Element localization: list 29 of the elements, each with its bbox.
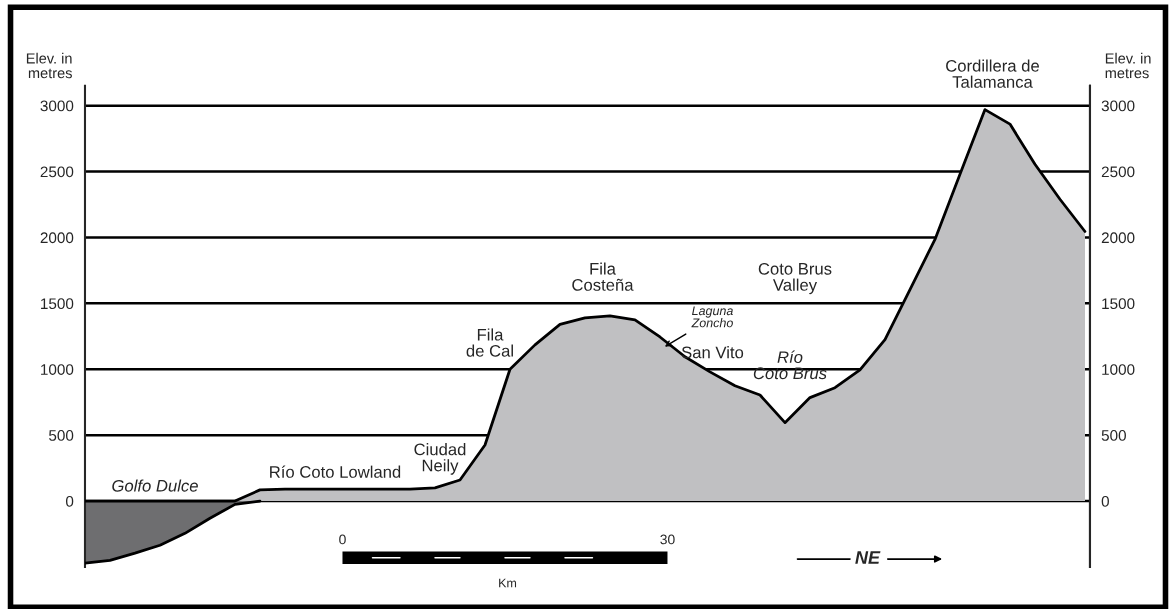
annotation: Río Coto Lowland: [270, 465, 401, 478]
y2-tick-label: 2500: [1101, 166, 1135, 178]
text: Km: [499, 578, 517, 588]
annotation: Coto Brus Valley: [758, 262, 832, 295]
y-tick-label: 2500: [40, 166, 74, 178]
annotation: 0: [339, 534, 346, 545]
annotation: Laguna Zoncho: [691, 306, 733, 328]
y2-tick-label: 1000: [1102, 364, 1135, 375]
annotation: Fila de Cal: [466, 328, 513, 357]
y2-tick-label: 0: [1101, 495, 1109, 507]
y-tick-label: 0: [65, 495, 74, 507]
y-tick-label: 1000: [41, 364, 74, 375]
y-axis-title: Elev. in metres: [26, 52, 72, 79]
y2-tick-label: 2000: [1101, 232, 1135, 244]
y2-tick-label: 1500: [1102, 298, 1135, 310]
y-tick-label: 2000: [40, 232, 74, 244]
y2-axis-title: Elev. in metres: [1105, 52, 1151, 79]
annotation: San Vito: [681, 346, 744, 359]
y2-tick-label: 3000: [1101, 100, 1135, 112]
y-tick-label: 1500: [41, 298, 74, 310]
y-tick-label: 3000: [40, 100, 74, 112]
annotation: 30: [660, 534, 675, 545]
annotation: Golfo Dulce: [112, 479, 198, 492]
annotation: Cordillera de Talamanca: [946, 59, 1039, 88]
y-tick-label: 500: [49, 430, 74, 441]
annotation: Fila Costeña: [572, 262, 634, 291]
annotation: Ciudad Neily: [414, 443, 466, 475]
annotation: NE: [855, 551, 881, 564]
y2-tick-label: 500: [1101, 430, 1126, 441]
